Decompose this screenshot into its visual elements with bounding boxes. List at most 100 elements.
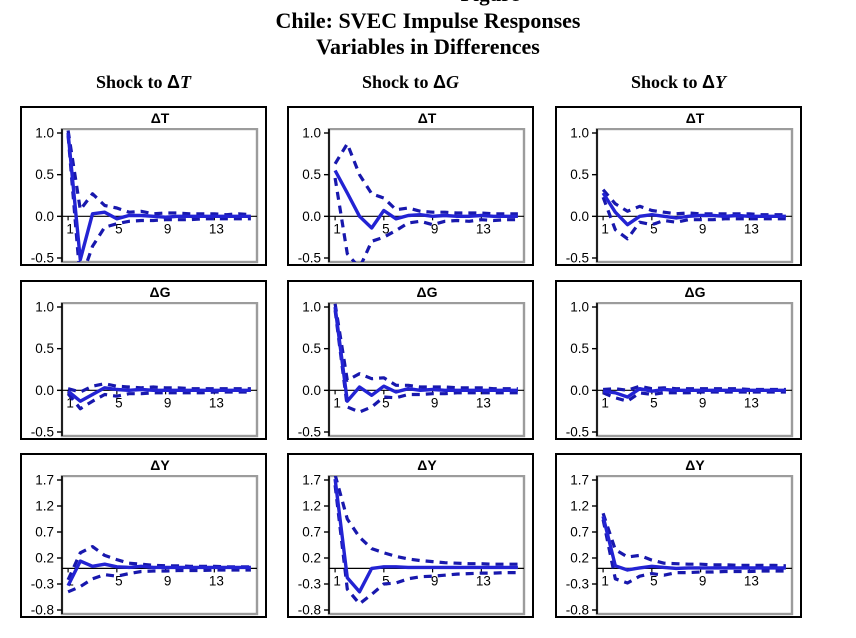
column-header-shock-dY: Shock to ΔY xyxy=(555,72,802,93)
figure-title: Chile: SVEC Impulse Responses xyxy=(275,8,581,33)
shock-variable: T xyxy=(179,72,191,92)
point-estimate-line xyxy=(601,192,786,227)
column-header-shock-dT: Shock to ΔT xyxy=(20,72,267,93)
chart-panel-dT-response-to-dT-shock: ΔT 1.0 0.5 0.0 -0.5 1 5 9 13 xyxy=(20,106,267,266)
shock-prefix: Shock to xyxy=(362,72,434,92)
point-estimate-line xyxy=(333,169,518,230)
x-tick-label: 1 xyxy=(601,395,609,410)
plot-area-border xyxy=(327,475,526,616)
upper-confidence-band-line xyxy=(333,303,518,391)
x-tick-label: 1 xyxy=(601,573,609,588)
chart-panel-dG-response-to-dT-shock: ΔG 1.0 0.5 0.0 -0.5 1 5 9 13 xyxy=(20,280,267,440)
y-tick-label: 1.0 xyxy=(570,302,589,315)
upper-confidence-band-line xyxy=(333,476,518,566)
x-tick-label: 5 xyxy=(115,221,123,236)
y-tick-label: 1.0 xyxy=(35,128,54,141)
panel-title: ΔT xyxy=(150,110,170,126)
lower-confidence-band-line xyxy=(601,519,786,585)
y-tick-label: 0.5 xyxy=(302,341,321,356)
column-header-shock-dG: Shock to ΔG xyxy=(287,72,534,93)
plot-area-border xyxy=(327,302,526,438)
chart-panel-dY-response-to-dY-shock: ΔY 1.7 1.2 0.7 0.2 -0.3 -0.8 1 5 9 13 xyxy=(555,453,802,618)
y-tick-label: 0.0 xyxy=(570,209,589,224)
lower-confidence-band-line xyxy=(67,568,251,594)
y-tick-label: -0.5 xyxy=(298,251,321,265)
y-tick-label: 1.7 xyxy=(35,475,54,488)
x-tick-label: 9 xyxy=(431,573,439,588)
y-tick-label: 1.0 xyxy=(302,128,321,141)
y-tick-label: -0.8 xyxy=(31,603,54,617)
x-tick-label: 1 xyxy=(66,395,74,410)
y-tick-label: 0.2 xyxy=(570,551,589,566)
lower-confidence-band-line xyxy=(66,390,251,411)
x-tick-label: 9 xyxy=(164,221,172,236)
delta-symbol: Δ xyxy=(167,72,180,92)
panel-plot: 1.0 0.5 0.0 -0.5 1 5 9 13 xyxy=(298,302,526,439)
y-tick-label: -0.5 xyxy=(566,425,589,439)
x-tick-label: 9 xyxy=(699,221,707,236)
panel-title: ΔY xyxy=(417,457,437,473)
x-tick-label: 1 xyxy=(333,395,341,410)
clipped-figure-text: Figure xyxy=(340,0,640,5)
plot-area-border xyxy=(595,302,794,438)
y-tick-label: -0.5 xyxy=(31,425,54,439)
y-tick-label: 0.5 xyxy=(302,167,321,182)
panel-plot: 1.71.20.70.2-0.3-0.81 5 9 13 xyxy=(566,475,794,617)
y-tick-label: -0.8 xyxy=(298,603,321,617)
upper-confidence-band-line xyxy=(602,384,786,392)
panel-title: ΔT xyxy=(417,110,437,126)
x-tick-label: 5 xyxy=(650,221,658,236)
y-tick-label: 0.5 xyxy=(35,167,54,182)
y-tick-label: -0.8 xyxy=(566,603,589,617)
x-tick-label: 13 xyxy=(209,395,224,410)
x-tick-label: 13 xyxy=(744,573,759,588)
x-tick-label: 5 xyxy=(115,395,123,410)
y-tick-label: 0.0 xyxy=(570,383,589,398)
x-tick-label: 13 xyxy=(209,573,224,588)
y-tick-label: 0.0 xyxy=(302,383,321,398)
x-tick-label: 1 xyxy=(601,221,609,236)
y-tick-label: 1.2 xyxy=(570,499,589,514)
x-tick-label: 13 xyxy=(744,221,759,236)
y-tick-label: 1.2 xyxy=(302,499,321,514)
y-tick-label: 0.0 xyxy=(35,209,54,224)
point-estimate-line xyxy=(67,386,251,403)
shock-prefix: Shock to xyxy=(631,72,703,92)
y-tick-label: 1.2 xyxy=(35,499,54,514)
x-tick-label: 5 xyxy=(650,573,658,588)
clipped-figure-label: Figure xyxy=(340,0,640,7)
y-tick-label: 0.7 xyxy=(570,525,589,540)
panel-plot: 1.71.20.70.2-0.3-0.81 5 9 13 xyxy=(31,475,259,617)
x-tick-label: 9 xyxy=(431,395,439,410)
x-tick-label: 13 xyxy=(476,221,491,236)
y-tick-label: 1.7 xyxy=(570,475,589,488)
point-estimate-line xyxy=(601,515,786,572)
x-tick-label: 9 xyxy=(164,395,172,410)
panel-plot: 1.71.20.70.2-0.3-0.81 5 9 13 xyxy=(298,475,526,617)
chart-panel-dY-response-to-dT-shock: ΔY 1.7 1.2 0.7 0.2 -0.3 -0.8 1 5 9 13 xyxy=(20,453,267,618)
y-tick-label: 1.7 xyxy=(302,475,321,488)
y-tick-label: 1.0 xyxy=(35,302,54,315)
y-tick-label: 0.5 xyxy=(35,341,54,356)
point-estimate-line xyxy=(333,306,518,403)
plot-area-border xyxy=(60,302,259,438)
upper-confidence-band-line xyxy=(66,130,252,217)
upper-confidence-band-line xyxy=(333,142,518,216)
panel-title: ΔG xyxy=(149,284,171,300)
figure-subtitle: Variables in Differences xyxy=(316,34,540,59)
lower-confidence-band-line xyxy=(333,310,518,414)
x-tick-label: 5 xyxy=(115,573,123,588)
lower-confidence-band-line xyxy=(333,177,518,262)
y-tick-label: -0.3 xyxy=(298,577,321,592)
shock-prefix: Shock to xyxy=(96,72,168,92)
y-tick-label: -0.3 xyxy=(31,577,54,592)
chart-panel-dY-response-to-dG-shock: ΔY 1.7 1.2 0.7 0.2 -0.3 -0.8 1 5 9 13 xyxy=(287,453,534,618)
x-tick-label: 5 xyxy=(382,221,390,236)
x-tick-label: 5 xyxy=(382,573,390,588)
upper-confidence-band-line xyxy=(601,512,786,568)
y-tick-label: -0.5 xyxy=(31,251,54,265)
delta-symbol: Δ xyxy=(433,72,446,92)
y-tick-label: -0.5 xyxy=(298,425,321,439)
y-tick-label: 0.0 xyxy=(302,209,321,224)
x-tick-label: 13 xyxy=(476,573,491,588)
